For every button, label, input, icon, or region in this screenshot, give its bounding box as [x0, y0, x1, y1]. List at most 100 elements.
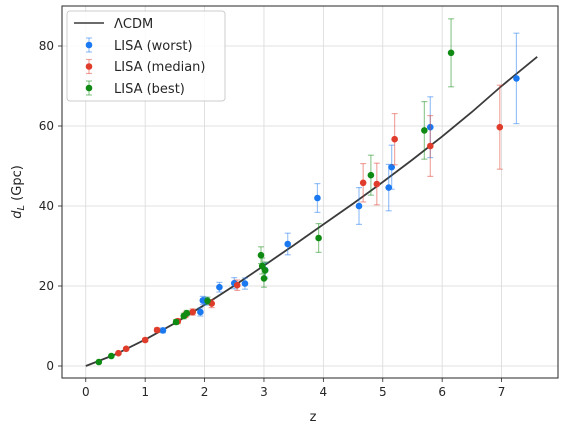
- data-point-lisa-best: [204, 296, 211, 305]
- x-tick-label: 0: [82, 385, 90, 399]
- data-point-lisa-median: [115, 349, 122, 357]
- data-point-lisa-median: [153, 326, 161, 334]
- data-point-lisa-best: [183, 309, 191, 317]
- data-point-lisa-best: [447, 18, 455, 88]
- marker: [426, 142, 434, 150]
- legend-swatch-lisa-median: [85, 58, 93, 75]
- marker: [183, 309, 191, 317]
- marker: [108, 352, 115, 360]
- marker: [189, 308, 196, 316]
- marker: [359, 179, 367, 187]
- data-point-lisa-median: [233, 279, 241, 291]
- marker: [513, 75, 520, 82]
- marker: [367, 171, 375, 179]
- data-point-lisa-median: [373, 162, 381, 206]
- legend-marker: [85, 63, 93, 70]
- model-curve-layer: [85, 56, 538, 367]
- data-point-lisa-best: [315, 223, 322, 253]
- data-point-lisa-worst: [513, 32, 520, 125]
- y-tick-label: 80: [39, 39, 54, 53]
- legend-label-lisa-best: LISA (best): [114, 82, 185, 97]
- y-tick-label: 60: [39, 119, 54, 133]
- marker: [260, 275, 268, 282]
- data-point-lisa-worst: [388, 144, 395, 190]
- data-point-lisa-worst: [355, 187, 363, 225]
- marker: [216, 283, 223, 291]
- x-axis-ticks: 0 1 2 3 4 5 6 7: [82, 378, 505, 399]
- legend-label-lisa-worst: LISA (worst): [114, 39, 193, 54]
- data-point-lisa-worst: [197, 307, 204, 317]
- data-point-lisa-median: [496, 84, 504, 170]
- marker: [314, 194, 321, 202]
- data-point-lisa-worst: [284, 232, 292, 256]
- marker: [284, 240, 292, 248]
- x-tick-label: 4: [320, 385, 328, 399]
- y-tick-label: 20: [39, 279, 54, 293]
- y-tick-label: 40: [39, 199, 54, 213]
- x-tick-label: 1: [141, 385, 149, 399]
- legend: ΛCDM LISA (worst) LISA (median) LISA (be…: [66, 10, 226, 102]
- marker: [233, 281, 241, 289]
- data-points-layer: [95, 18, 520, 366]
- marker: [496, 123, 504, 131]
- legend-marker: [85, 84, 93, 92]
- marker: [385, 184, 393, 191]
- marker: [257, 251, 265, 259]
- y-tick-label: 0: [46, 359, 54, 373]
- marker: [153, 326, 161, 334]
- marker: [447, 49, 455, 57]
- data-point-lisa-median: [141, 336, 149, 344]
- marker: [204, 297, 211, 305]
- marker: [426, 123, 434, 131]
- marker: [141, 336, 149, 344]
- data-point-lisa-median: [122, 345, 130, 353]
- marker: [421, 127, 428, 134]
- marker: [122, 345, 130, 353]
- data-point-lisa-median: [426, 114, 434, 177]
- marker: [261, 267, 269, 274]
- data-point-lisa-worst: [241, 277, 249, 290]
- marker: [115, 349, 122, 357]
- legend-marker: [85, 41, 93, 49]
- x-tick-label: 6: [438, 385, 446, 399]
- legend-label-lcdm: ΛCDM: [114, 17, 153, 32]
- data-point-lisa-best: [257, 246, 265, 265]
- data-point-lisa-median: [391, 112, 398, 166]
- y-axis-label: dL (Gpc): [10, 165, 27, 219]
- x-axis-label: z: [310, 410, 317, 424]
- data-point-lisa-worst: [314, 183, 321, 213]
- lcdm-curve: [85, 56, 538, 367]
- legend-box: [66, 10, 226, 102]
- marker: [197, 308, 204, 316]
- marker: [355, 202, 363, 210]
- legend-label-lisa-median: LISA (median): [114, 60, 205, 75]
- data-point-lisa-best: [421, 100, 428, 160]
- data-point-lisa-median: [359, 163, 367, 203]
- data-point-lisa-worst: [385, 163, 393, 212]
- x-tick-label: 5: [379, 385, 387, 399]
- data-point-lisa-median: [189, 308, 196, 316]
- data-point-lisa-worst: [159, 327, 167, 334]
- marker: [391, 135, 398, 143]
- x-tick-label: 2: [201, 385, 209, 399]
- marker: [95, 358, 103, 366]
- legend-swatch-lisa-worst: [85, 37, 93, 53]
- marker: [315, 234, 322, 242]
- data-point-lisa-best: [95, 358, 103, 366]
- data-point-lisa-best: [367, 154, 375, 196]
- marker: [388, 163, 395, 171]
- marker: [159, 327, 167, 334]
- plot-frame: [61, 5, 559, 379]
- legend-swatch-lisa-best: [85, 80, 93, 96]
- marker: [172, 318, 180, 326]
- data-point-lisa-worst: [216, 281, 223, 293]
- x-tick-label: 3: [260, 385, 268, 399]
- data-point-lisa-best: [172, 318, 180, 326]
- marker: [241, 280, 249, 287]
- data-point-lisa-best: [261, 261, 269, 280]
- x-tick-label: 7: [498, 385, 506, 399]
- y-axis-ticks: 0 20 40 60 80: [39, 39, 62, 373]
- marker: [373, 180, 381, 188]
- data-point-lisa-best: [108, 352, 115, 360]
